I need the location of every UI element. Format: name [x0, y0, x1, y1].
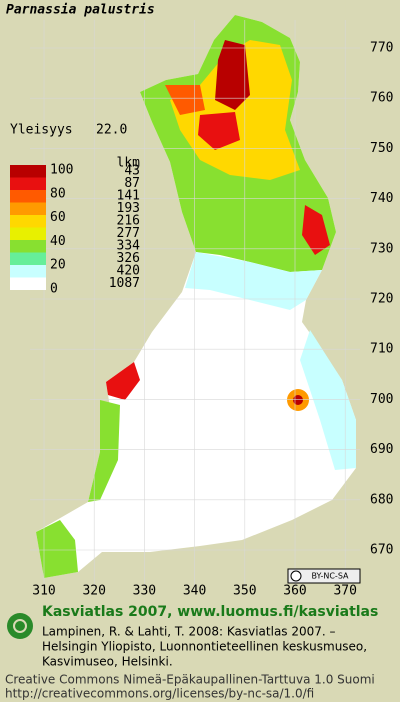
title: Parnassia palustris — [6, 3, 155, 18]
badge-text: BY-NC-SA — [311, 572, 349, 581]
labels: 770 760 750 740 730 720 710 700 690 680 670 310 320 3… — [32, 41, 393, 599]
y-tick-label: 680 — [370, 492, 393, 507]
legend-swatch — [10, 252, 46, 265]
legend-swatch — [10, 215, 46, 228]
x-tick-label: 330 — [133, 584, 156, 599]
legend-count: 334 — [117, 239, 141, 254]
legend-scale-label: 0 — [50, 281, 58, 296]
grid — [30, 20, 360, 585]
x-tick-label: 350 — [233, 584, 256, 599]
frequency-label: Yleisyys — [10, 123, 73, 138]
x-tick-label: 320 — [82, 584, 105, 599]
legend-scale-label: 80 — [50, 186, 66, 201]
y-tick-label: 670 — [370, 543, 393, 558]
legend-swatch — [10, 227, 46, 240]
y-tick-label: 750 — [370, 141, 393, 156]
legend-count: 43 — [124, 164, 140, 179]
coast-zone — [185, 252, 322, 310]
legend-swatch — [10, 202, 46, 215]
hotspot — [198, 112, 240, 150]
hotspot — [293, 395, 303, 405]
license-badge: BY-NC-SA — [287, 568, 361, 584]
hotspot — [302, 205, 330, 255]
east-zone — [300, 330, 356, 470]
legend-count: 326 — [117, 251, 140, 266]
y-tick-label: 700 — [370, 392, 393, 407]
count-header: lkm — [117, 156, 141, 171]
y-tick-label: 690 — [370, 442, 393, 457]
southwest-zone — [36, 520, 78, 578]
y-tick-label: 760 — [370, 91, 393, 106]
x-tick-label: 340 — [183, 584, 206, 599]
x-tick-label: 370 — [333, 584, 356, 599]
legend-scale-label: 100 — [50, 163, 73, 178]
legend-count: 277 — [117, 226, 140, 241]
hotspot — [106, 362, 140, 400]
footer-heading: Kasviatlas 2007, www.luomus.fi/kasviatla… — [42, 604, 378, 620]
x-tick-label: 310 — [32, 584, 55, 599]
badge-icon — [290, 570, 302, 582]
legend-swatch — [10, 240, 46, 253]
legend-count: 87 — [124, 176, 140, 191]
west-zone — [88, 400, 120, 502]
legend-swatch — [10, 265, 46, 278]
legend-count: 141 — [117, 189, 140, 204]
y-tick-label: 720 — [370, 292, 393, 307]
y-tick-label: 730 — [370, 241, 393, 256]
y-tick-label: 740 — [370, 191, 393, 206]
citation-line: Lampinen, R. & Lahti, T. 2008: Kasviatla… — [42, 625, 336, 639]
legend-swatch — [10, 190, 46, 203]
hotspot — [215, 40, 250, 110]
frequency-value: 22.0 — [96, 123, 127, 138]
logo-spiral — [13, 619, 27, 633]
legend-count: 193 — [117, 201, 140, 216]
y-tick-label: 770 — [370, 41, 393, 56]
legend-swatch — [10, 277, 46, 290]
badge-box — [287, 568, 361, 584]
legend-swatch — [10, 165, 46, 178]
legend-scale-label: 20 — [50, 258, 66, 273]
logo-circle — [7, 613, 33, 639]
citation-line: Kasvimuseo, Helsinki. — [42, 655, 173, 669]
legend-count: 420 — [117, 264, 140, 279]
license-line: http://creativecommons.org/licenses/by-n… — [5, 687, 314, 701]
hotspot — [165, 85, 205, 115]
logo — [7, 613, 33, 639]
legend-scale-label: 40 — [50, 234, 66, 249]
y-tick-label: 710 — [370, 342, 393, 357]
x-tick-label: 360 — [283, 584, 306, 599]
legend-count: 216 — [117, 214, 140, 229]
legend-count: 1087 — [109, 276, 140, 291]
citation-line: Helsingin Yliopisto, Luonnontieteellinen… — [42, 640, 367, 654]
legend-swatch — [10, 177, 46, 190]
legend-scale-label: 60 — [50, 210, 66, 225]
map — [36, 15, 356, 578]
license-line: Creative Commons Nimeä-Epäkaupallinen-Ta… — [5, 673, 375, 687]
